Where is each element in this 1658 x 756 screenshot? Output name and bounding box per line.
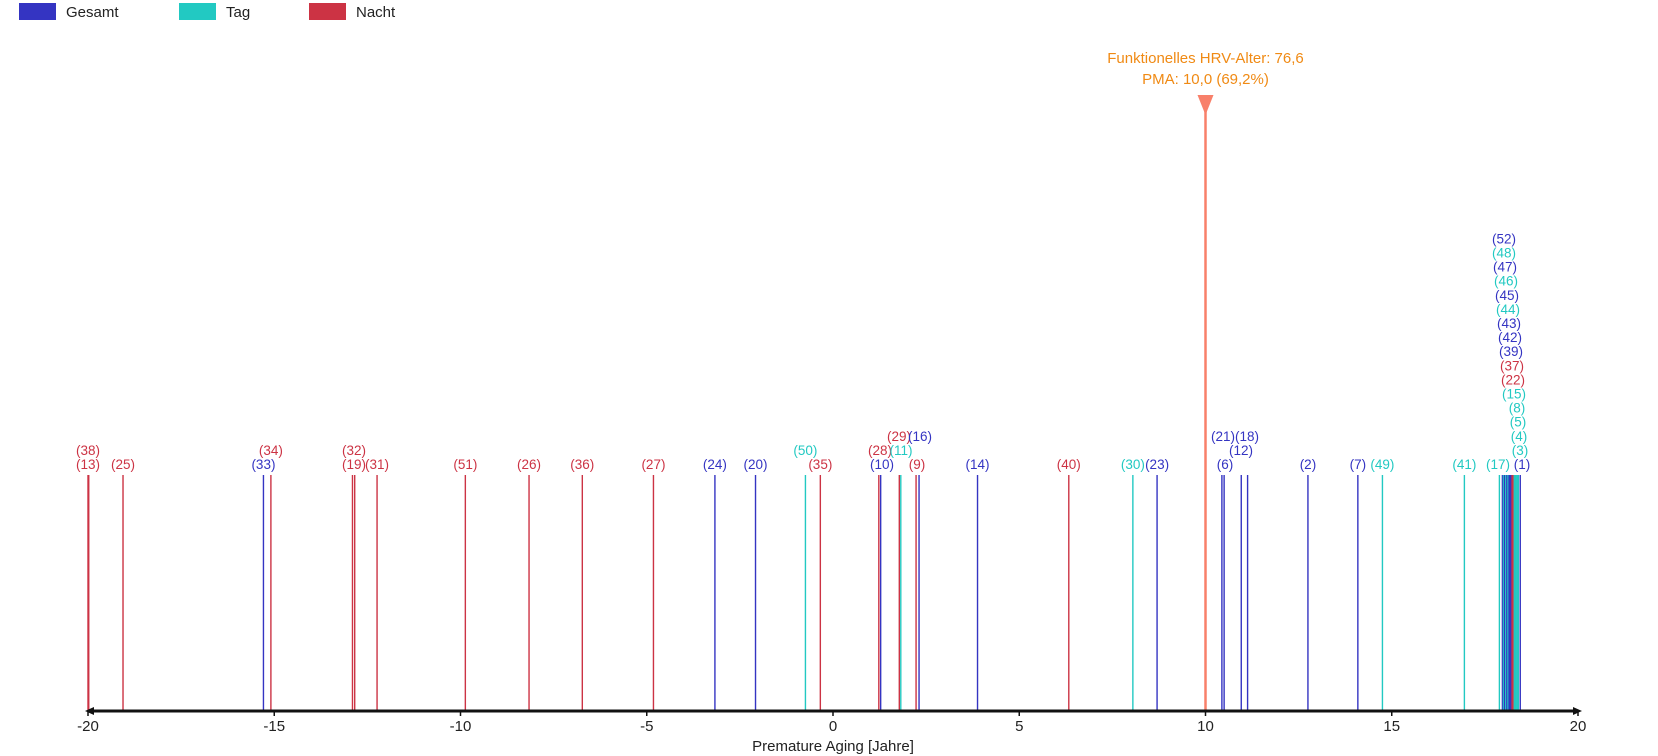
- x-tick-label: 10: [1197, 718, 1214, 735]
- x-tick-label: -10: [450, 718, 472, 735]
- x-tick-label: -15: [263, 718, 285, 735]
- event-label: (45): [1495, 288, 1519, 303]
- event-label: (35): [808, 457, 832, 472]
- event-label: (27): [641, 457, 665, 472]
- event-label: (34): [259, 443, 283, 458]
- event-label: (5): [1510, 415, 1527, 430]
- event-label: (3): [1512, 443, 1529, 458]
- event-label: (28): [868, 443, 892, 458]
- x-tick-label: -5: [640, 718, 653, 735]
- event-label: (2): [1300, 457, 1317, 472]
- event-label: (33): [251, 457, 275, 472]
- event-lines: [87, 475, 1521, 711]
- event-label: (29): [887, 429, 911, 444]
- event-label: (41): [1452, 457, 1476, 472]
- legend-swatch-tag[interactable]: [179, 3, 216, 20]
- x-axis-title: Premature Aging [Jahre]: [752, 738, 914, 755]
- event-label: (25): [111, 457, 135, 472]
- marker-label-pma: PMA: 10,0 (69,2%): [1142, 71, 1269, 88]
- x-axis: -20 -15 -10 -5 0 5 10 15 20: [77, 707, 1586, 735]
- marker-label-hrv-age: Funktionelles HRV-Alter: 76,6: [1107, 50, 1304, 67]
- event-label: (36): [570, 457, 594, 472]
- event-label: (20): [744, 457, 768, 472]
- legend-label-gesamt[interactable]: Gesamt: [66, 4, 119, 21]
- legend-label-nacht[interactable]: Nacht: [356, 4, 396, 21]
- event-label: (32): [342, 443, 366, 458]
- event-label: (6): [1217, 457, 1234, 472]
- event-label: (44): [1496, 302, 1520, 317]
- x-tick-label: 20: [1570, 718, 1587, 735]
- event-label: (1): [1514, 457, 1531, 472]
- event-label: (43): [1497, 316, 1521, 331]
- event-label: (18): [1235, 429, 1259, 444]
- event-label: (31): [365, 457, 389, 472]
- x-tick-label: 15: [1383, 718, 1400, 735]
- event-label: (15): [1502, 387, 1526, 402]
- event-label: (7): [1350, 457, 1367, 472]
- event-label: (23): [1145, 457, 1169, 472]
- event-label: (40): [1057, 457, 1081, 472]
- legend-swatch-gesamt[interactable]: [19, 3, 56, 20]
- event-label: (16): [908, 429, 932, 444]
- marker-triangle-icon: [1197, 95, 1214, 115]
- event-label: (10): [870, 457, 894, 472]
- x-tick-label: 0: [829, 718, 837, 735]
- event-label: (47): [1493, 260, 1517, 275]
- event-label: (17): [1486, 457, 1510, 472]
- event-label: (11): [889, 443, 912, 458]
- event-label: (13): [76, 457, 100, 472]
- legend: Gesamt Tag Nacht: [19, 3, 396, 21]
- event-label: (14): [966, 457, 990, 472]
- event-label: (26): [517, 457, 541, 472]
- event-label: (4): [1511, 429, 1528, 444]
- x-tick-label: -20: [77, 718, 99, 735]
- event-label: (50): [793, 443, 817, 458]
- event-label: (39): [1499, 344, 1523, 359]
- event-label: (8): [1509, 401, 1526, 416]
- event-label: (51): [453, 457, 477, 472]
- event-label: (46): [1494, 274, 1518, 289]
- event-label: (19): [342, 457, 366, 472]
- legend-label-tag[interactable]: Tag: [226, 4, 250, 21]
- event-label: (37): [1500, 358, 1524, 373]
- event-label: (21): [1211, 429, 1235, 444]
- event-label: (49): [1370, 457, 1394, 472]
- hrv-age-marker: Funktionelles HRV-Alter: 76,6 PMA: 10,0 …: [1107, 50, 1304, 711]
- event-label: (48): [1492, 246, 1516, 261]
- event-labels: (38)(13) (25) (33)(34) (32)(19) (31) (51) (26)…: [76, 231, 1530, 472]
- event-label: (9): [909, 457, 926, 472]
- event-label: (38): [76, 443, 100, 458]
- event-label: (24): [703, 457, 727, 472]
- event-label: (52): [1492, 231, 1516, 246]
- legend-swatch-nacht[interactable]: [309, 3, 346, 20]
- event-label: (42): [1498, 330, 1522, 345]
- event-label: (30): [1121, 457, 1145, 472]
- x-tick-label: 5: [1015, 718, 1023, 735]
- event-label: (22): [1501, 372, 1525, 387]
- event-label: (12): [1229, 443, 1253, 458]
- axis-arrow-left-icon: [85, 707, 94, 715]
